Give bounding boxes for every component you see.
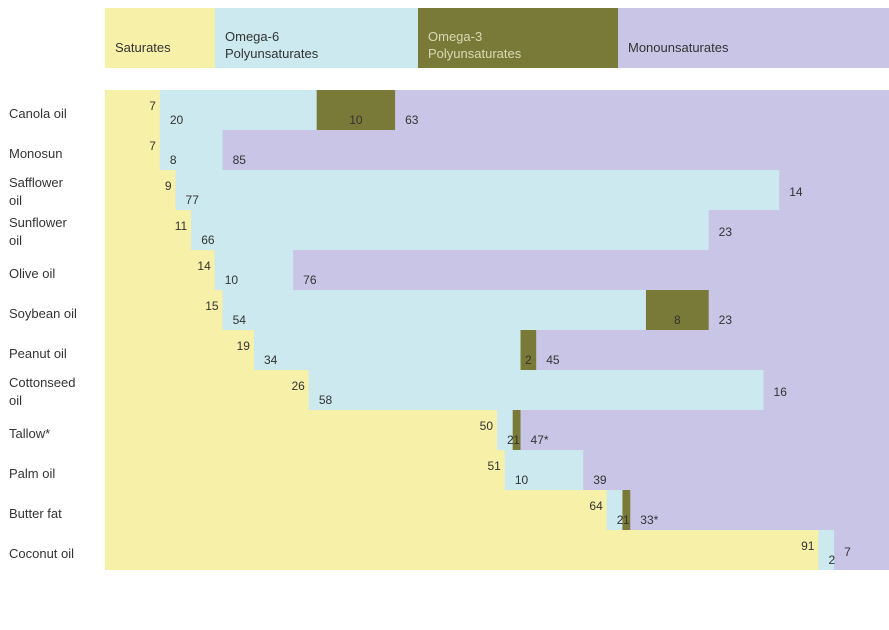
value-label-sunflower-oil-omega-6-polyunsaturates: 66 <box>201 233 215 247</box>
value-label-soybean-oil-omega-3-polyunsaturates: 8 <box>674 313 681 327</box>
value-label-tallow-omega-6-polyunsaturates: 2 <box>507 433 514 447</box>
value-label-sunflower-oil-saturates: 11 <box>175 219 188 233</box>
value-label-safflower-oil-monounsaturates: 14 <box>789 185 803 199</box>
segment-canola-oil-omega-6-polyunsaturates <box>159 90 318 130</box>
value-label-tallow-omega-3-polyunsaturates: 1 <box>513 433 520 447</box>
value-label-safflower-oil-omega-6-polyunsaturates: 77 <box>186 193 200 207</box>
segment-palm-oil-monounsaturates <box>583 450 889 490</box>
legend-label-omega-6-polyunsaturates: Omega-6 Polyunsaturates <box>225 29 319 61</box>
segment-safflower-oil-omega-6-polyunsaturates <box>175 170 780 210</box>
category-label-coconut-oil: Coconut oil <box>9 546 74 561</box>
segment-soybean-oil-monounsaturates <box>708 290 889 330</box>
value-label-palm-oil-monounsaturates: 39 <box>593 473 607 487</box>
value-label-monosun-monounsaturates: 85 <box>233 153 247 167</box>
value-label-cottonseed-oil-monounsaturates: 16 <box>774 385 788 399</box>
value-label-peanut-oil-omega-6-polyunsaturates: 34 <box>264 353 278 367</box>
value-label-butter-fat-omega-3-polyunsaturates: 1 <box>623 513 630 527</box>
segment-tallow-omega-3-polyunsaturates <box>512 410 522 450</box>
value-label-peanut-oil-omega-3-polyunsaturates: 2 <box>525 353 532 367</box>
legend-swatch-saturates <box>105 8 215 68</box>
category-label-canola-oil: Canola oil <box>9 106 67 121</box>
segment-butter-fat-omega-6-polyunsaturates <box>606 490 624 530</box>
value-label-tallow-saturates: 50 <box>480 419 494 433</box>
category-label-tallow: Tallow* <box>9 426 50 441</box>
value-label-monosun-saturates: 7 <box>149 139 156 153</box>
value-label-palm-oil-saturates: 51 <box>487 459 501 473</box>
value-label-olive-oil-monounsaturates: 76 <box>303 273 317 287</box>
value-label-soybean-oil-omega-6-polyunsaturates: 54 <box>233 313 247 327</box>
segment-peanut-oil-monounsaturates <box>536 330 889 370</box>
value-label-olive-oil-omega-6-polyunsaturates: 10 <box>225 273 239 287</box>
bar-coconut-oil-saturates <box>105 530 820 570</box>
category-label-palm-oil: Palm oil <box>9 466 55 481</box>
value-label-peanut-oil-saturates: 19 <box>237 339 251 353</box>
category-label-cottonseed-oil: Cottonseed oil <box>9 375 76 408</box>
value-label-butter-fat-saturates: 64 <box>589 499 603 513</box>
value-label-canola-oil-saturates: 7 <box>149 99 156 113</box>
value-label-canola-oil-monounsaturates: 63 <box>405 113 419 127</box>
legend-label-omega-3-polyunsaturates: Omega-3 Polyunsaturates <box>428 29 522 61</box>
segment-peanut-oil-omega-6-polyunsaturates <box>253 330 522 370</box>
value-label-safflower-oil-saturates: 9 <box>165 179 172 193</box>
value-label-olive-oil-saturates: 14 <box>197 259 211 273</box>
value-label-monosun-omega-6-polyunsaturates: 8 <box>170 153 177 167</box>
segment-butter-fat-monounsaturates <box>630 490 889 530</box>
category-label-safflower-oil: Safflower oil <box>9 175 64 208</box>
category-label-butter-fat: Butter fat <box>9 506 62 521</box>
segment-olive-oil-omega-6-polyunsaturates <box>214 250 294 290</box>
value-label-sunflower-oil-monounsaturates: 23 <box>719 225 733 239</box>
segment-olive-oil-monounsaturates <box>293 250 889 290</box>
value-label-butter-fat-monounsaturates: 33* <box>640 513 658 527</box>
legend-label-monounsaturates: Monounsaturates <box>628 40 729 55</box>
segment-peanut-oil-omega-3-polyunsaturates <box>520 330 537 370</box>
value-label-canola-oil-omega-3-polyunsaturates: 10 <box>349 113 363 127</box>
segment-monosun-monounsaturates <box>222 130 889 170</box>
value-label-peanut-oil-monounsaturates: 45 <box>546 353 560 367</box>
category-label-soybean-oil: Soybean oil <box>9 306 77 321</box>
value-label-coconut-oil-omega-6-polyunsaturates: 2 <box>828 553 835 567</box>
category-label-monosun: Monosun <box>9 146 62 161</box>
value-label-soybean-oil-saturates: 15 <box>205 299 219 313</box>
value-label-tallow-monounsaturates: 47* <box>531 433 549 447</box>
segment-coconut-oil-omega-6-polyunsaturates <box>818 530 835 570</box>
segment-sunflower-oil-omega-6-polyunsaturates <box>191 210 710 250</box>
value-label-butter-fat-omega-6-polyunsaturates: 2 <box>617 513 624 527</box>
category-label-sunflower-oil: Sunflower oil <box>9 215 67 248</box>
segment-palm-oil-omega-6-polyunsaturates <box>504 450 584 490</box>
legend-swatch-omega-6-polyunsaturates <box>215 8 418 68</box>
chart-bars <box>105 90 889 570</box>
segment-sunflower-oil-monounsaturates <box>708 210 889 250</box>
segment-cottonseed-oil-omega-6-polyunsaturates <box>308 370 765 410</box>
segment-canola-oil-omega-3-polyunsaturates <box>316 90 396 130</box>
value-label-canola-oil-omega-6-polyunsaturates: 20 <box>170 113 184 127</box>
segment-safflower-oil-monounsaturates <box>779 170 889 210</box>
segment-cottonseed-oil-monounsaturates <box>763 370 889 410</box>
value-label-coconut-oil-saturates: 91 <box>801 539 815 553</box>
legend-swatch-monounsaturates <box>618 8 889 68</box>
value-label-soybean-oil-monounsaturates: 23 <box>719 313 733 327</box>
value-label-cottonseed-oil-omega-6-polyunsaturates: 58 <box>319 393 333 407</box>
chart-legend: Saturates Omega-6 Polyunsaturates Omega-3 Po… <box>105 8 889 68</box>
segment-soybean-oil-omega-6-polyunsaturates <box>222 290 647 330</box>
segment-soybean-oil-omega-3-polyunsaturates <box>645 290 710 330</box>
segment-butter-fat-omega-3-polyunsaturates <box>622 490 631 530</box>
legend-label-saturates: Saturates <box>115 40 171 55</box>
segment-canola-oil-monounsaturates <box>395 90 889 130</box>
category-label-olive-oil: Olive oil <box>9 266 55 281</box>
value-label-palm-oil-omega-6-polyunsaturates: 10 <box>515 473 529 487</box>
value-label-cottonseed-oil-saturates: 26 <box>291 379 305 393</box>
category-labels: Canola oil Monosun Safflower oil Sunflower oi… <box>9 106 77 561</box>
segment-tallow-omega-6-polyunsaturates <box>497 410 514 450</box>
legend-swatch-omega-3-polyunsaturates <box>418 8 618 68</box>
segment-tallow-monounsaturates <box>520 410 889 450</box>
segment-coconut-oil-monounsaturates <box>834 530 889 570</box>
category-label-peanut-oil: Peanut oil <box>9 346 67 361</box>
value-label-coconut-oil-monounsaturates: 7 <box>844 545 851 559</box>
segment-monosun-omega-6-polyunsaturates <box>159 130 224 170</box>
